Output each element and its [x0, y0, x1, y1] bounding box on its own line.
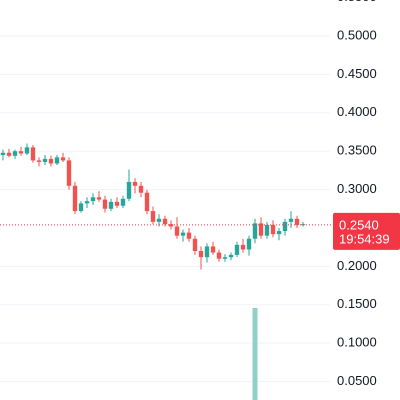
candle-body — [294, 218, 300, 225]
candle-body — [264, 224, 270, 236]
y-tick-label: 0.5000 — [337, 27, 377, 42]
last-price-box — [333, 212, 400, 250]
candle-body — [102, 199, 108, 209]
last-price-label: 0.2540 — [339, 217, 379, 232]
candle-body — [210, 246, 216, 253]
candle-body — [90, 197, 96, 202]
candle-body — [42, 158, 48, 162]
candle-body — [240, 244, 246, 250]
y-tick-label: 0.2000 — [337, 258, 377, 273]
candle-body — [186, 232, 192, 239]
candle-body — [138, 185, 144, 193]
candle-body — [246, 238, 252, 250]
volume-bar — [252, 308, 258, 400]
y-tick-label: 0.1000 — [337, 335, 377, 350]
candle-body — [204, 246, 210, 258]
candle-body — [108, 201, 114, 209]
candle-body — [24, 147, 30, 154]
candle-body — [120, 198, 126, 206]
y-tick-label: 0.1500 — [337, 296, 377, 311]
candle-body — [258, 223, 264, 236]
candle-body — [96, 197, 102, 200]
y-tick-label: 0.4000 — [337, 104, 377, 119]
y-tick-label: 0.5500 — [337, 0, 377, 4]
y-tick-label: 0.0500 — [337, 373, 377, 388]
candle-body — [144, 192, 150, 212]
candle-body — [54, 157, 60, 164]
candle-body — [234, 244, 240, 255]
candle-body — [162, 218, 168, 225]
candle-body — [66, 160, 72, 186]
candle-body — [174, 226, 180, 236]
candle-body — [78, 203, 84, 212]
candle-body — [12, 151, 18, 156]
candle-body — [126, 181, 132, 199]
countdown-label: 19:54:39 — [339, 231, 390, 246]
candle-body — [132, 181, 138, 186]
candle-body — [114, 201, 120, 206]
y-tick-label: 0.3500 — [337, 143, 377, 158]
candle-body — [0, 152, 6, 156]
candle-body — [60, 157, 66, 161]
candle-body — [276, 231, 282, 235]
candle-body — [198, 251, 204, 258]
candle-body — [30, 147, 36, 161]
candle-body — [150, 211, 156, 222]
candle-body — [216, 252, 222, 259]
candle-body — [192, 238, 198, 252]
candle-body — [156, 218, 162, 222]
candle-body — [282, 221, 288, 232]
candle-body — [252, 223, 258, 239]
y-tick-label: 0.3000 — [337, 181, 377, 196]
candle-body — [222, 257, 228, 259]
candle-body — [228, 254, 234, 258]
candle-body — [84, 201, 90, 204]
candle-body — [180, 232, 186, 236]
candle-body — [288, 218, 294, 222]
candle-body — [6, 152, 12, 156]
candle-body — [270, 224, 276, 235]
y-tick-label: 0.4500 — [337, 66, 377, 81]
candle-body — [48, 158, 54, 164]
candle-body — [18, 151, 24, 154]
candle-body — [36, 160, 42, 162]
candle-body — [72, 185, 78, 212]
